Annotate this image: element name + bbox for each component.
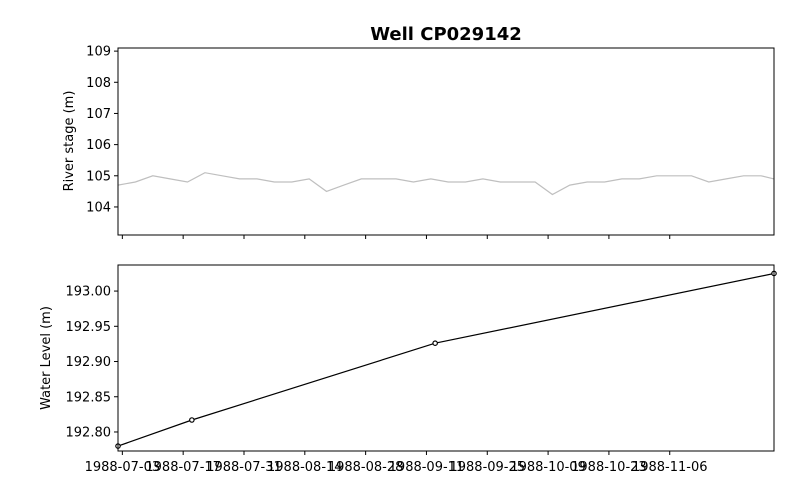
water-level-y-tick-label: 192.90 [66, 355, 112, 370]
river-stage-y-tick-label: 106 [86, 138, 111, 153]
river-stage-y-ticks: 104 105 106 107 108 109 [86, 45, 118, 215]
water-level-y-tick-label: 193.00 [66, 285, 112, 300]
water-level-x-tick-label: 1988-07-03 [85, 460, 161, 475]
river-stage-y-tick-label: 104 [86, 200, 111, 215]
river-stage-y-axis-label: River stage (m) [62, 91, 77, 192]
river-stage-panel: 104 105 106 107 108 109 River stage (m) [62, 45, 775, 239]
water-level-plot [115, 270, 777, 449]
water-level-x-tick-label: 1988-07-17 [145, 460, 221, 475]
water-level-x-tick-label: 1988-09-11 [389, 460, 465, 475]
water-level-data-point [189, 417, 195, 423]
water-level-x-tick-label: 1988-10-23 [571, 460, 647, 475]
water-level-x-tick-label: 1988-09-25 [449, 460, 525, 475]
water-level-y-ticks: 192.80 192.85 192.90 192.95 193.00 [66, 285, 118, 440]
water-level-x-tick-label: 1988-08-14 [267, 460, 343, 475]
water-level-y-tick-label: 192.95 [66, 320, 112, 335]
river-stage-y-tick-label: 105 [86, 169, 111, 184]
river-stage-y-tick-label: 107 [86, 107, 111, 122]
river-stage-series-line [117, 172, 775, 196]
water-level-x-ticks: 1988-07-031988-07-171988-07-311988-08-14… [85, 451, 708, 475]
water-level-y-axis-label: Water Level (m) [39, 306, 54, 410]
water-level-x-tick-label: 1988-08-28 [328, 460, 404, 475]
river-stage-y-tick-label: 108 [86, 76, 111, 91]
water-level-y-tick-label: 192.85 [66, 390, 112, 405]
water-level-x-tick-label: 1988-07-31 [206, 460, 282, 475]
chart-title: Well CP029142 [370, 24, 522, 45]
river-stage-plot [117, 172, 775, 196]
water-level-y-tick-label: 192.80 [66, 425, 112, 440]
water-level-data-point [432, 340, 438, 347]
water-level-x-tick-label: 1988-11-06 [632, 460, 708, 475]
river-stage-x-ticks [121, 235, 671, 239]
water-level-panel: 192.80 192.85 192.90 192.95 193.00 1988-07-0… [39, 264, 777, 475]
river-stage-axes-frame [117, 47, 775, 236]
water-level-x-tick-label: 1988-10-09 [510, 460, 586, 475]
river-stage-y-tick-label: 109 [86, 45, 111, 60]
water-level-axes-frame [117, 264, 775, 452]
water-level-series-line [117, 272, 775, 447]
